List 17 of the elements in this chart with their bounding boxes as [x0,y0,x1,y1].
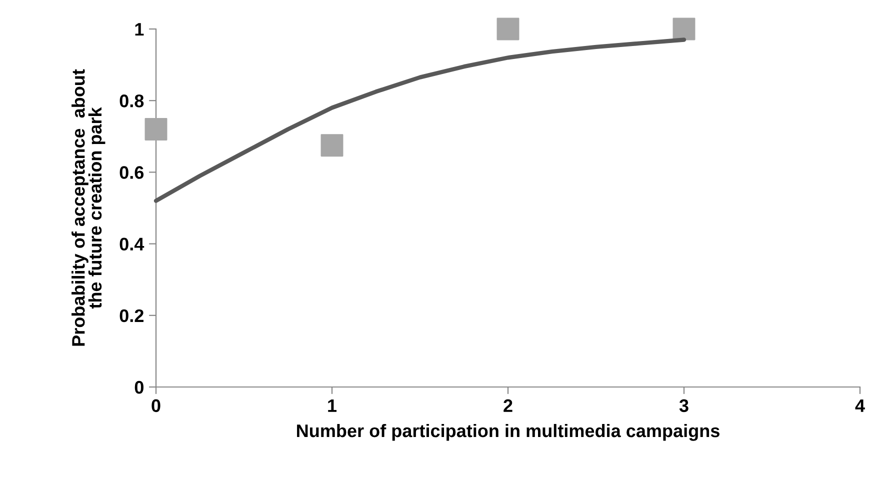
y-tick-label: 0.4 [120,238,144,251]
y-tick-label: 0 [134,380,144,394]
x-tick-label: 1 [328,399,337,412]
x-tick-label: 4 [855,399,865,412]
x-tick-label: 3 [679,399,688,412]
y-tick-label: 0.6 [120,166,144,179]
x-axis-title: Number of participation in multimedia campaigns [297,424,720,441]
y-tick-label: 1 [135,23,144,36]
point [496,18,520,40]
x-tick-label: 2 [504,399,512,412]
point [672,18,696,40]
point [144,118,168,140]
y-axis-title: Probability of acceptance about the future creation park [72,69,106,346]
y-tick-label: 0.2 [120,309,144,322]
x-tick-label: 0 [152,399,160,412]
y-tick-label: 0.8 [120,94,144,108]
point [320,134,344,157]
